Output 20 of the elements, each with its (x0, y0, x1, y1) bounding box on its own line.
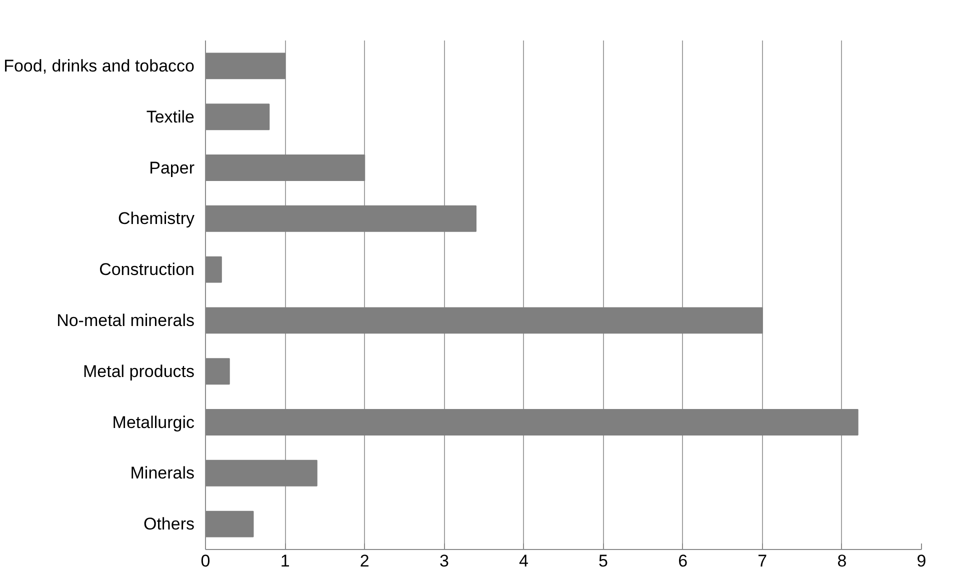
y-tick-label: Chemistry (118, 209, 195, 228)
y-tick-label: No-metal minerals (56, 310, 195, 330)
x-tick-label: 5 (598, 552, 608, 570)
x-tick-label: 3 (439, 552, 449, 570)
y-tick-label: Construction (99, 260, 195, 280)
y-tick-label: Minerals (130, 464, 195, 483)
y-tick-label: Metallurgic (112, 412, 195, 432)
x-tick-label: 9 (916, 552, 926, 570)
y-tick-label: Metal products (83, 362, 195, 381)
x-tick-label: 6 (678, 552, 688, 570)
y-tick-label: Paper (149, 158, 195, 178)
y-tick-label: Food, drinks and tobacco (4, 56, 195, 76)
y-tick-label: Textile (146, 107, 194, 126)
x-tick-label: 0 (200, 552, 210, 570)
x-tick-label: 4 (518, 552, 528, 570)
x-tick-label: 8 (837, 552, 847, 570)
x-tick-label: 2 (360, 552, 370, 570)
x-tick-label: 1 (280, 552, 290, 570)
x-tick-label: 7 (758, 552, 768, 570)
y-tick-label: Others (143, 514, 195, 534)
